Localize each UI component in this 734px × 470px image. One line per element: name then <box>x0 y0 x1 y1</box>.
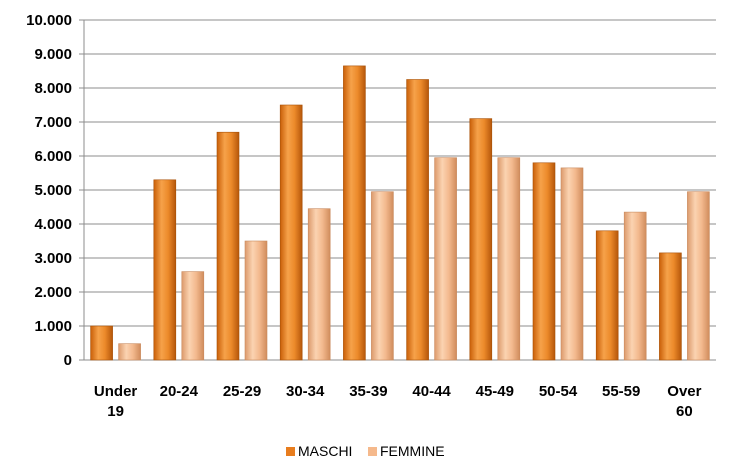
bar-femmine <box>434 157 457 361</box>
y-tick-label: 5.000 <box>34 182 72 199</box>
x-tick-label: Under <box>94 383 138 400</box>
x-tick-label: 35-39 <box>349 383 387 400</box>
y-tick-label: 6.000 <box>34 148 72 165</box>
bar-maschi <box>406 79 429 361</box>
x-tick-label: 60 <box>676 403 693 420</box>
y-tick-label: 4.000 <box>34 216 72 233</box>
x-tick-label: 45-49 <box>476 383 514 400</box>
bar-maschi <box>216 131 240 361</box>
bar-maschi <box>532 162 556 361</box>
bar-maschi <box>90 325 113 361</box>
y-tick-label: 7.000 <box>34 114 72 131</box>
gridlines <box>84 19 716 327</box>
legend-label-maschi: MASCHI <box>298 443 352 459</box>
bar-femmine <box>623 211 647 361</box>
x-tick-label: 20-24 <box>160 383 199 400</box>
x-tick-label: 30-34 <box>286 383 325 400</box>
x-tick-label: Over <box>667 383 701 400</box>
bar-maschi <box>659 252 682 361</box>
y-tick-label: 3.000 <box>34 250 72 267</box>
y-tick-label: 8.000 <box>34 80 72 97</box>
y-tick-label: 0 <box>64 352 72 369</box>
bar-femmine <box>497 157 521 361</box>
y-tick-label: 2.000 <box>34 284 72 301</box>
bar-maschi <box>343 65 366 361</box>
legend: MASCHI FEMMINE <box>286 443 445 459</box>
bars <box>90 65 710 361</box>
x-tick-label: 50-54 <box>539 383 578 400</box>
y-tick-label: 1.000 <box>34 318 72 335</box>
bar-femmine <box>560 167 584 361</box>
y-tick-label: 10.000 <box>26 12 72 29</box>
bar-femmine <box>118 343 141 361</box>
bar-femmine <box>181 271 205 361</box>
x-tick-label: 55-59 <box>602 383 640 400</box>
legend-label-femmine: FEMMINE <box>380 443 445 459</box>
legend-swatch-maschi <box>286 447 295 456</box>
y-tick-label: 9.000 <box>34 46 72 63</box>
bar-maschi <box>279 104 303 361</box>
bar-maschi <box>153 179 177 361</box>
bar-femmine <box>371 191 394 361</box>
bar-maschi <box>595 230 619 361</box>
x-tick-label: 40-44 <box>412 383 451 400</box>
x-tick-label: 19 <box>107 403 124 420</box>
bar-femmine <box>307 208 331 361</box>
bar-maschi <box>469 118 493 361</box>
y-axis-ticks: 0 1.000 2.000 3.000 4.000 5.000 6.000 7.000 8.00… <box>26 12 72 369</box>
x-tick-label: 25-29 <box>223 383 261 400</box>
bar-femmine <box>687 191 710 361</box>
bar-femmine <box>244 240 268 361</box>
x-axis-labels: Under 19 20-24 25-29 30-34 35-39 40-44 45-49 50-… <box>94 383 702 420</box>
legend-swatch-femmine <box>368 447 377 456</box>
